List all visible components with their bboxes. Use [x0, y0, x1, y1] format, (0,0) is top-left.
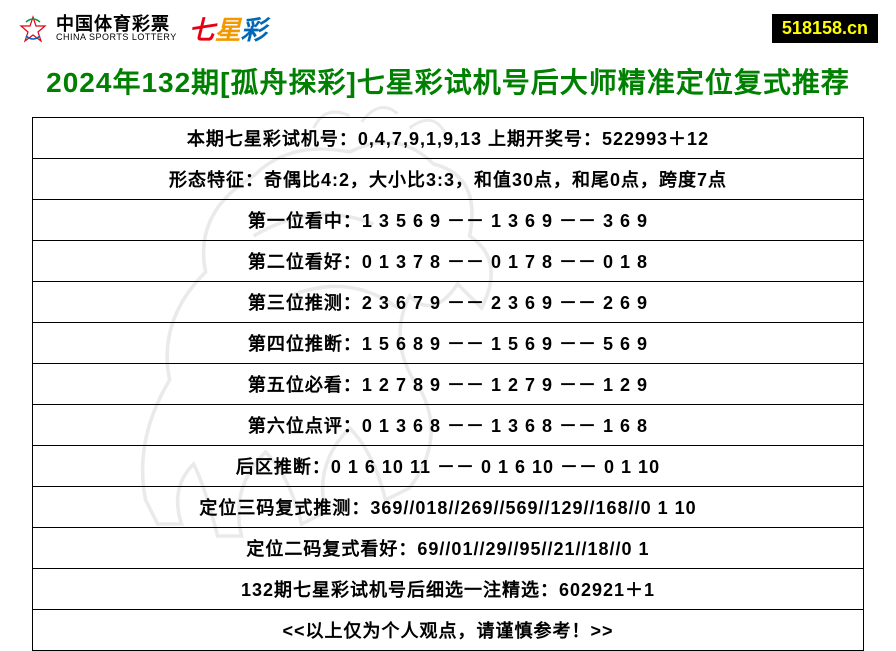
table-row: 形态特征：奇偶比4:2，大小比3:3，和值30点，和尾0点，跨度7点 — [33, 159, 864, 200]
table-row: 后区推断：0 1 6 10 11 －－ 0 1 6 10 －－ 0 1 10 — [33, 446, 864, 487]
table-row: 132期七星彩试机号后细选一注精选：602921＋1 — [33, 569, 864, 610]
table-row: 第六位点评：0 1 3 6 8 －－ 1 3 6 8 －－ 1 6 8 — [33, 405, 864, 446]
prediction-cell: 后区推断：0 1 6 10 11 －－ 0 1 6 10 －－ 0 1 10 — [33, 446, 864, 487]
logo-text-en: CHINA SPORTS LOTTERY — [56, 33, 177, 42]
page-title: 2024年132期[孤舟探彩]七星彩试机号后大师精准定位复式推荐 — [0, 53, 896, 117]
prediction-cell: 定位三码复式推测：369//018//269//569//129//168//0… — [33, 487, 864, 528]
table-row: 定位三码复式推测：369//018//269//569//129//168//0… — [33, 487, 864, 528]
table-row: 第五位必看：1 2 7 8 9 －－ 1 2 7 9 －－ 1 2 9 — [33, 364, 864, 405]
prediction-cell: <<以上仅为个人观点，请谨慎参考！>> — [33, 610, 864, 651]
prediction-cell: 定位二码复式看好：69//01//29//95//21//18//0 1 — [33, 528, 864, 569]
table-row: 第三位推测：2 3 6 7 9 －－ 2 3 6 9 －－ 2 6 9 — [33, 282, 864, 323]
header: 中国体育彩票 CHINA SPORTS LOTTERY 七星彩 518158.c… — [0, 0, 896, 53]
table-row: 第一位看中：1 3 5 6 9 －－ 1 3 6 9 －－ 3 6 9 — [33, 200, 864, 241]
prediction-cell: 本期七星彩试机号：0,4,7,9,1,9,13 上期开奖号：522993＋12 — [33, 118, 864, 159]
prediction-cell: 第一位看中：1 3 5 6 9 －－ 1 3 6 9 －－ 3 6 9 — [33, 200, 864, 241]
prediction-cell: 第四位推断：1 5 6 8 9 －－ 1 5 6 9 －－ 5 6 9 — [33, 323, 864, 364]
qixing-logo: 七星彩 — [189, 10, 267, 47]
table-row: 第二位看好：0 1 3 7 8 －－ 0 1 7 8 －－ 0 1 8 — [33, 241, 864, 282]
lottery-logo-icon — [18, 14, 48, 44]
table-row: 本期七星彩试机号：0,4,7,9,1,9,13 上期开奖号：522993＋12 — [33, 118, 864, 159]
prediction-cell: 第三位推测：2 3 6 7 9 －－ 2 3 6 9 －－ 2 6 9 — [33, 282, 864, 323]
prediction-cell: 第六位点评：0 1 3 6 8 －－ 1 3 6 8 －－ 1 6 8 — [33, 405, 864, 446]
logo-text-cn: 中国体育彩票 — [56, 15, 177, 33]
prediction-cell: 第五位必看：1 2 7 8 9 －－ 1 2 7 9 －－ 1 2 9 — [33, 364, 864, 405]
prediction-cell: 第二位看好：0 1 3 7 8 －－ 0 1 7 8 －－ 0 1 8 — [33, 241, 864, 282]
table-row: 第四位推断：1 5 6 8 9 －－ 1 5 6 9 －－ 5 6 9 — [33, 323, 864, 364]
table-row: <<以上仅为个人观点，请谨慎参考！>> — [33, 610, 864, 651]
prediction-cell: 形态特征：奇偶比4:2，大小比3:3，和值30点，和尾0点，跨度7点 — [33, 159, 864, 200]
predictions-table: 本期七星彩试机号：0,4,7,9,1,9,13 上期开奖号：522993＋12形… — [32, 117, 864, 651]
table-row: 定位二码复式看好：69//01//29//95//21//18//0 1 — [33, 528, 864, 569]
site-tag: 518158.cn — [772, 14, 878, 43]
prediction-cell: 132期七星彩试机号后细选一注精选：602921＋1 — [33, 569, 864, 610]
logo-section: 中国体育彩票 CHINA SPORTS LOTTERY 七星彩 — [18, 10, 267, 47]
predictions-table-wrap: 本期七星彩试机号：0,4,7,9,1,9,13 上期开奖号：522993＋12形… — [0, 117, 896, 651]
